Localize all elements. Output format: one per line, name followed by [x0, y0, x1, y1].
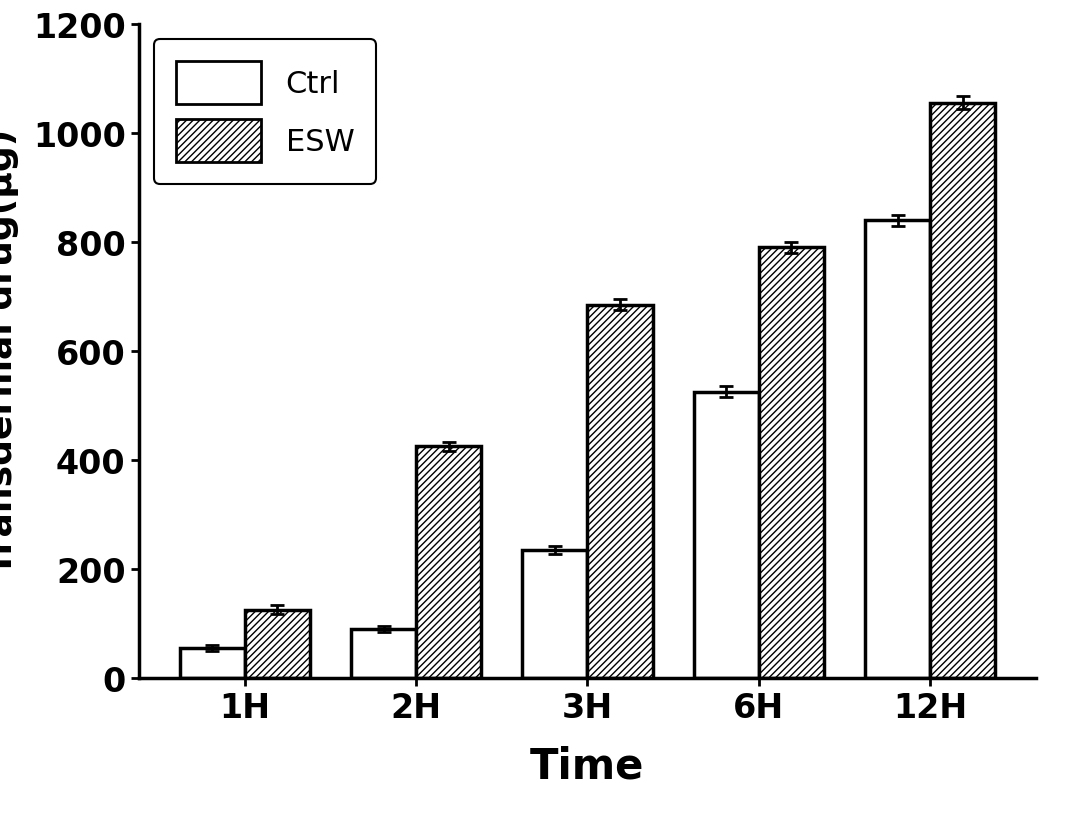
Bar — [758, 248, 823, 678]
Bar — [245, 610, 310, 678]
Y-axis label: Transdermal drug(µg): Transdermal drug(µg) — [0, 129, 19, 574]
Bar — [930, 103, 995, 678]
Legend: Ctrl, ESW: Ctrl, ESW — [154, 40, 376, 184]
Bar — [351, 629, 417, 678]
Bar — [865, 221, 930, 678]
Bar — [179, 648, 245, 678]
X-axis label: Time: Time — [530, 745, 645, 787]
Bar — [587, 305, 653, 678]
Bar — [522, 550, 587, 678]
Bar — [417, 447, 482, 678]
Bar — [693, 392, 758, 678]
